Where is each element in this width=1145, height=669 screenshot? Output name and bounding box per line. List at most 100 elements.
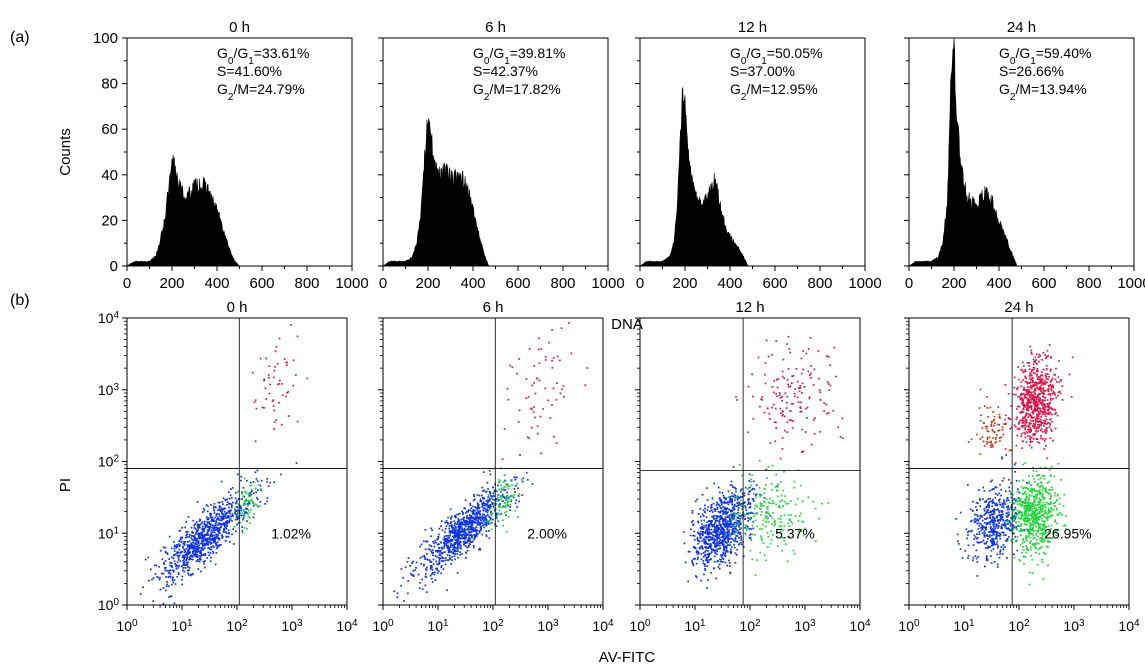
y-tick-label: 40: [101, 167, 118, 184]
scatter-point: [1002, 548, 1005, 551]
scatter-point: [740, 539, 743, 541]
scatter-point: [1017, 488, 1019, 491]
scatter-point: [443, 542, 445, 544]
scatter-point: [734, 538, 737, 540]
scatter-point: [450, 538, 452, 541]
scatter-point: [693, 539, 696, 541]
scatter-point: [725, 508, 728, 511]
scatter-point: [721, 542, 724, 545]
scatter-point: [237, 515, 240, 517]
scatter-point: [211, 534, 214, 537]
scatter-point: [736, 522, 738, 525]
scatter-point: [250, 481, 252, 484]
scatter-point: [981, 532, 984, 534]
scatter-point: [1001, 511, 1003, 513]
scatter-point: [489, 522, 491, 525]
scatter-point: [1043, 528, 1046, 530]
scatter-point: [1050, 501, 1052, 503]
scatter-point: [433, 545, 436, 548]
scatter-point: [983, 514, 986, 516]
scatter-point: [453, 536, 455, 539]
scatter-point: [236, 511, 239, 514]
scatter-point: [264, 387, 267, 389]
scatter-point: [698, 547, 701, 549]
scatter-point: [1045, 488, 1047, 491]
scatter-point: [444, 527, 447, 530]
scatter-point: [812, 384, 815, 386]
phase-annotation: G0/G1=39.81%: [473, 45, 565, 67]
scatter-point: [161, 558, 164, 561]
scatter-point: [726, 523, 728, 525]
scatter-point: [490, 510, 492, 513]
scatter-point: [799, 387, 802, 389]
scatter-point: [708, 539, 710, 542]
scatter-point: [508, 485, 511, 488]
scatter-point: [979, 515, 982, 518]
scatter-point: [801, 428, 803, 431]
scatter-point: [734, 495, 737, 497]
scatter-point: [204, 526, 207, 529]
scatter-point: [1048, 510, 1050, 512]
scatter-point: [718, 515, 720, 518]
scatter-point: [495, 500, 498, 502]
scatter-point: [712, 524, 715, 527]
scatter-point: [1030, 484, 1033, 486]
scatter-point: [209, 515, 212, 517]
scatter-point: [691, 512, 694, 514]
scatter-point: [706, 533, 709, 536]
scatter-point: [192, 535, 194, 537]
scatter-point: [252, 371, 254, 374]
scatter-point: [436, 563, 438, 566]
scatter-point: [712, 517, 715, 519]
scatter-point: [841, 437, 844, 439]
scatter-point: [1040, 492, 1043, 495]
scatter-point: [413, 575, 415, 577]
scatter-point: [1040, 504, 1043, 507]
scatter-point: [1030, 532, 1033, 535]
scatter-point: [479, 510, 482, 512]
scatter-point: [1024, 462, 1026, 464]
scatter-point: [722, 540, 725, 542]
scatter-point: [1022, 555, 1025, 557]
scatter-point: [246, 520, 248, 522]
scatter-point: [467, 517, 470, 520]
scatter-point: [725, 507, 727, 510]
scatter-point: [506, 503, 509, 505]
scatter-point: [772, 524, 775, 527]
scatter-point: [961, 557, 964, 559]
scatter-point: [707, 525, 710, 528]
scatter-point: [1043, 533, 1046, 536]
scatter-point: [1036, 521, 1038, 523]
scatter-point: [1045, 372, 1047, 375]
scatter-point: [171, 566, 174, 568]
scatter-point: [454, 532, 456, 534]
scatter-point: [193, 537, 196, 540]
scatter-point: [1045, 516, 1047, 519]
scatter-point: [189, 546, 191, 549]
scatter-point: [481, 533, 484, 536]
scatter-point: [190, 546, 192, 548]
scatter-point: [192, 544, 195, 546]
scatter-point: [692, 523, 695, 526]
scatter-point: [451, 556, 453, 558]
scatter-point: [458, 528, 461, 530]
phase-annotation: G0/G1=33.61%: [217, 45, 309, 67]
scatter-point: [465, 557, 467, 559]
scatter-point: [488, 506, 491, 509]
scatter-point: [295, 374, 297, 376]
scatter-point: [728, 535, 731, 537]
scatter-point: [450, 530, 453, 532]
scatter-point: [198, 547, 201, 549]
scatter-point: [995, 486, 998, 489]
scatter-point: [247, 513, 249, 516]
scatter-point: [722, 494, 725, 497]
scatter-point: [431, 581, 434, 583]
scatter-point: [780, 521, 782, 523]
scatter-point: [737, 501, 739, 504]
scatter-point: [1001, 503, 1004, 505]
scatter-point: [692, 558, 695, 560]
scatter-point: [1032, 520, 1034, 523]
scatter-point: [992, 522, 995, 525]
scatter-point: [1047, 507, 1050, 510]
scatter-point: [443, 546, 446, 549]
